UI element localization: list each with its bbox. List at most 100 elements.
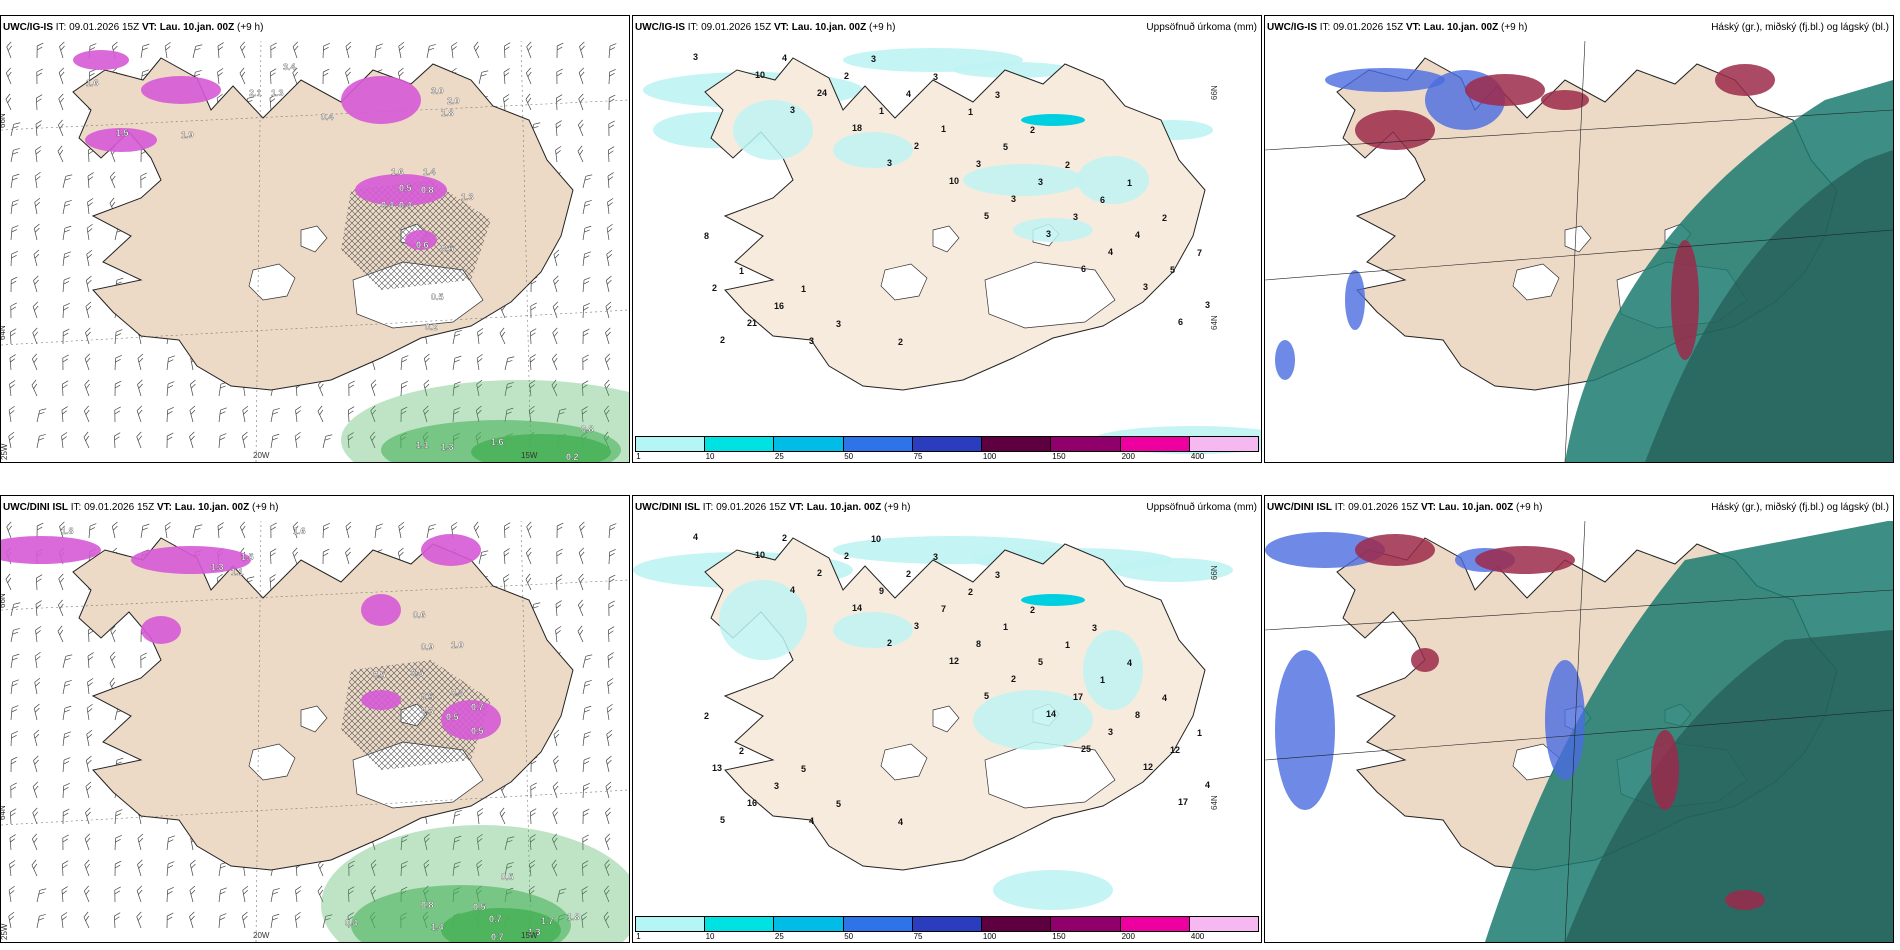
wind-barb [476, 833, 483, 851]
wind-barb [581, 886, 588, 903]
precip-value-label: 0.5 [399, 183, 412, 193]
map-wind-precip: 1.8 1.61.51.3 1.10.60.5 0.50.9 1.00.5 0.40.70… [1, 520, 629, 942]
wind-barb [218, 913, 227, 929]
wind-barb [61, 912, 68, 929]
wind-barb [84, 379, 91, 397]
precip-area [1083, 630, 1143, 710]
wind-barb [84, 833, 91, 851]
wind-barb [606, 249, 613, 267]
wind-barb [556, 94, 563, 111]
wind-barb [556, 574, 563, 591]
wind-barb [218, 433, 227, 449]
wind-barb [582, 303, 590, 319]
lead-time: (+9 h) [884, 502, 911, 513]
wind-barb [10, 628, 20, 643]
wind-barb [239, 521, 246, 539]
precip-value-label: 1.8 [441, 108, 454, 118]
accum-value-label: 1 [968, 107, 973, 117]
glacier-outline [932, 225, 960, 253]
wind-barb [85, 327, 91, 345]
wind-barb [400, 861, 408, 877]
graticule-line [1265, 109, 1893, 151]
wind-barb [348, 860, 355, 877]
precip-value-label: 0.2 [566, 452, 579, 462]
it-label: IT: [70, 502, 82, 513]
wind-barb [581, 406, 588, 423]
wind-barb [35, 626, 42, 643]
precip-value-label: 0.5 [441, 244, 454, 254]
accum-value-label: 3 [774, 781, 779, 791]
wind-barb [398, 521, 405, 539]
precip-value-label: 2.1 [249, 88, 262, 98]
wind-barb [400, 355, 409, 371]
precip-value-label: 1.0 [451, 640, 464, 650]
wind-barb [140, 523, 150, 539]
accum-value-label: 1 [1065, 640, 1070, 650]
precip-value-label: 1.9 [181, 130, 194, 140]
wind-barb [556, 548, 563, 565]
wind-barb [577, 599, 584, 617]
wind-barb [58, 67, 65, 85]
colorbar-tick-label: 400 [1190, 932, 1205, 941]
wind-barb [525, 93, 532, 111]
wind-barb [555, 120, 562, 137]
wind-barb [582, 251, 591, 267]
accum-value-label: 3 [1092, 623, 1097, 633]
wind-barb [582, 731, 591, 747]
wind-barb [503, 548, 510, 565]
wind-barb [452, 381, 461, 397]
wind-barb [578, 67, 585, 85]
wind-barb [87, 652, 94, 669]
wind-barb [137, 859, 143, 877]
wind-barb [36, 408, 47, 423]
panel-header: UWC/IG-IS IT: 09.01.2026 15Z VT: Lau. 10… [1, 16, 629, 41]
accum-value-label: 3 [871, 54, 876, 64]
precip-value-label: 0.6 [413, 610, 426, 620]
wind-barb [35, 120, 42, 137]
wind-barb [6, 521, 13, 539]
wind-barb [270, 68, 277, 85]
wind-barb [62, 783, 70, 799]
low-cloud-area [1325, 68, 1445, 92]
accum-value-label: 7 [1197, 248, 1202, 258]
accum-value-label: 10 [755, 550, 765, 560]
wind-barb [452, 355, 462, 371]
wind-barb [136, 885, 143, 903]
wind-barb [242, 885, 249, 903]
wind-barb [59, 41, 65, 59]
wind-barb [504, 382, 514, 397]
accum-value-label: 2 [887, 638, 892, 648]
wind-barb [136, 405, 143, 423]
wind-barb [582, 328, 590, 345]
colorbar-ticks: 1 10 25 50 75 100 150 200 400 [635, 932, 1259, 941]
panel-header: UWC/IG-IS IT: 09.01.2026 15Z VT: Lau. 10… [633, 16, 1261, 41]
it-value: 09.01.2026 15Z [1348, 502, 1419, 513]
precip-value-label: 2.0 [447, 96, 460, 106]
precip-value-label: 1.7 [541, 916, 554, 926]
wind-barb [582, 783, 590, 799]
accum-value-label: 3 [995, 90, 1000, 100]
wind-barb [345, 41, 352, 59]
graticule-line [1265, 589, 1893, 631]
wind-barb [582, 277, 591, 293]
wind-barb [605, 755, 612, 773]
wind-barb [57, 119, 64, 137]
wind-barb [241, 911, 248, 929]
model-label: UWC/IG-IS [635, 22, 685, 33]
wind-barb [608, 574, 616, 591]
wind-barb [8, 885, 15, 903]
it-label: IT: [687, 22, 699, 33]
precip-blob-pink [131, 546, 251, 574]
wind-barb [6, 41, 13, 59]
wind-barb [556, 68, 563, 85]
wind-barb [452, 407, 461, 423]
grid-label: 64N [1210, 795, 1219, 810]
wind-barb [606, 729, 613, 747]
wind-barb [452, 810, 462, 825]
accum-value-label: 2 [1065, 160, 1070, 170]
mid-cloud-area [1465, 74, 1545, 106]
grid-label: 20W [253, 451, 270, 460]
wind-barb [87, 678, 94, 695]
wind-barb [34, 197, 41, 215]
wind-barb [62, 654, 73, 669]
